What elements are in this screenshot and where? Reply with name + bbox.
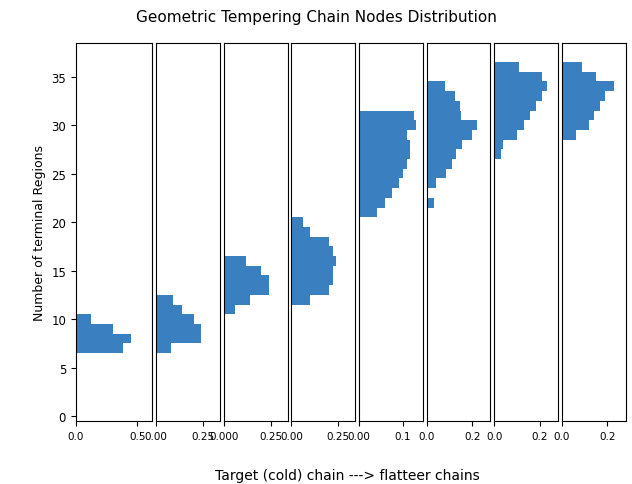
Bar [494, 82, 547, 92]
Bar [494, 150, 501, 160]
Bar [291, 257, 336, 266]
Bar [359, 208, 377, 218]
Bar [494, 92, 542, 102]
Bar [562, 102, 600, 111]
Bar [427, 82, 445, 92]
Bar [359, 169, 403, 179]
Bar [427, 160, 452, 169]
Bar [427, 102, 459, 111]
Bar [291, 237, 329, 247]
Bar [359, 160, 408, 169]
Bar [494, 102, 537, 111]
Bar [359, 121, 416, 131]
Bar [291, 295, 310, 305]
Bar [291, 227, 310, 237]
Bar [427, 121, 477, 131]
Bar [76, 324, 113, 334]
Bar [224, 266, 261, 276]
Bar [562, 131, 576, 140]
Bar [427, 111, 461, 121]
Bar [359, 131, 408, 140]
Bar [359, 140, 410, 150]
Bar [224, 286, 269, 295]
Bar [427, 169, 446, 179]
Bar [156, 334, 201, 344]
Text: Geometric Tempering Chain Nodes Distribution: Geometric Tempering Chain Nodes Distribu… [135, 10, 497, 25]
Bar [156, 315, 193, 324]
Text: Target (cold) chain ---> flatteer chains: Target (cold) chain ---> flatteer chains [216, 468, 480, 482]
Bar [291, 247, 332, 257]
Bar [427, 140, 462, 150]
Bar [494, 121, 524, 131]
Bar [224, 295, 250, 305]
Bar [494, 73, 542, 82]
Bar [562, 73, 596, 82]
Bar [427, 198, 434, 208]
Bar [156, 344, 171, 353]
Bar [291, 266, 332, 276]
Bar [562, 121, 589, 131]
Bar [562, 111, 594, 121]
Bar [562, 63, 583, 73]
Bar [427, 150, 456, 160]
Bar [291, 218, 303, 227]
Bar [359, 111, 414, 121]
Bar [359, 179, 399, 189]
Bar [76, 334, 131, 344]
Bar [359, 150, 410, 160]
Bar [562, 82, 614, 92]
Bar [156, 295, 173, 305]
Bar [494, 131, 517, 140]
Bar [156, 305, 183, 315]
Bar [224, 305, 235, 315]
Bar [427, 92, 455, 102]
Bar [359, 198, 386, 208]
Bar [427, 131, 472, 140]
Bar [224, 276, 269, 286]
Bar [224, 257, 246, 266]
Bar [562, 92, 605, 102]
Bar [291, 286, 329, 295]
Bar [494, 111, 530, 121]
Bar [156, 324, 201, 334]
Bar [76, 315, 90, 324]
Bar [359, 189, 392, 198]
Bar [494, 140, 504, 150]
Y-axis label: Number of terminal Regions: Number of terminal Regions [33, 145, 46, 320]
Bar [291, 276, 332, 286]
Bar [76, 344, 123, 353]
Bar [494, 63, 520, 73]
Bar [427, 179, 436, 189]
